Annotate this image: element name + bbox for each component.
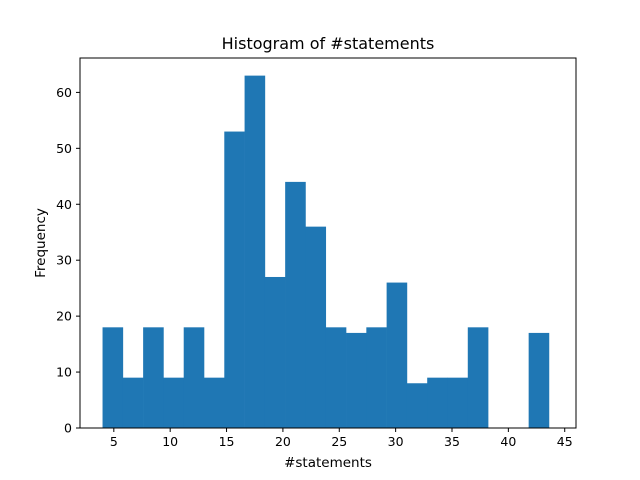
plot-frame <box>79 57 577 429</box>
histogram-bar <box>447 377 469 428</box>
y-tick-label: 50 <box>56 141 72 156</box>
x-tick-label: 40 <box>500 434 516 449</box>
x-tick-label: 25 <box>331 434 347 449</box>
x-tick-label: 10 <box>162 434 178 449</box>
histogram-bar <box>406 383 428 428</box>
x-tick-label: 30 <box>388 434 404 449</box>
histogram-bar <box>143 327 164 428</box>
chart-title: Histogram of #statements <box>222 34 435 53</box>
histogram-bar <box>386 282 408 428</box>
y-axis-ticks: 0 10 20 30 40 50 60 <box>56 85 80 436</box>
x-tick-label: 20 <box>275 434 291 449</box>
y-tick-label: 20 <box>56 309 72 324</box>
bars-group <box>102 75 550 428</box>
histogram-bar <box>224 131 245 428</box>
histogram-bar <box>163 377 185 428</box>
y-tick-label: 30 <box>56 253 72 268</box>
x-axis-title: #statements <box>284 455 372 471</box>
x-tick-label: 15 <box>219 434 235 449</box>
histogram-bar <box>183 327 205 428</box>
histogram-bar <box>528 332 550 428</box>
x-tick-label: 35 <box>444 434 460 449</box>
histogram-bar <box>427 377 448 428</box>
x-tick-label: 45 <box>557 434 573 449</box>
histogram-bar <box>122 377 144 428</box>
x-axis-ticks: 5 10 15 20 25 30 35 40 45 <box>110 428 573 449</box>
histogram-bar <box>467 327 489 428</box>
histogram-bar <box>346 332 367 428</box>
y-axis-title: Frequency <box>33 208 49 278</box>
histogram-bar <box>305 226 327 428</box>
y-tick-label: 40 <box>56 197 72 212</box>
y-tick-label: 10 <box>56 365 72 380</box>
histogram-bar <box>204 377 225 428</box>
histogram-bar <box>285 181 306 428</box>
histogram-bar <box>325 327 347 428</box>
y-tick-label: 60 <box>56 85 72 100</box>
histogram-bar <box>264 276 286 428</box>
x-tick-label: 5 <box>110 434 118 449</box>
y-tick-label: 0 <box>64 421 72 436</box>
histogram-bar <box>366 327 387 428</box>
histogram-bar <box>244 75 266 428</box>
histogram-bar <box>102 327 124 428</box>
